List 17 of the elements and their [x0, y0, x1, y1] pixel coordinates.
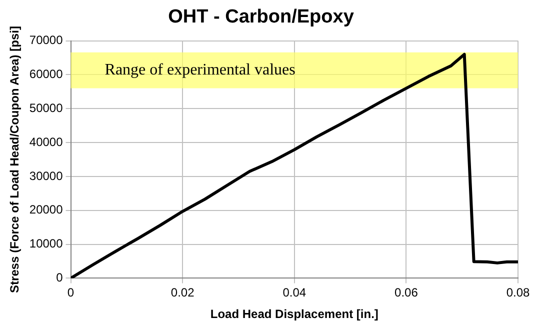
x-tick-label: 0 — [67, 286, 74, 300]
chart-title: OHT - Carbon/Epoxy — [168, 6, 354, 28]
band-label: Range of experimental values — [104, 62, 296, 79]
y-tick-label: 70000 — [29, 33, 64, 48]
y-tick-label: 10000 — [29, 236, 64, 251]
y-tick-label: 40000 — [29, 134, 64, 149]
y-tick-label: 50000 — [29, 100, 64, 115]
x-axis-title: Load Head Displacement [in.] — [210, 307, 378, 322]
y-tick-label: 30000 — [29, 168, 64, 183]
y-tick-label: 0 — [56, 270, 64, 285]
x-tick-label: 0.06 — [394, 286, 418, 300]
y-axis-title: Stress (Force of Load Head/Coupon Area) [psi] — [8, 26, 22, 293]
y-tick-label: 60000 — [29, 67, 64, 82]
x-tick-label: 0.04 — [282, 286, 306, 300]
x-tick-label: 0.08 — [506, 286, 530, 300]
y-tick-label: 20000 — [29, 202, 64, 217]
x-tick-label: 0.02 — [170, 286, 195, 300]
